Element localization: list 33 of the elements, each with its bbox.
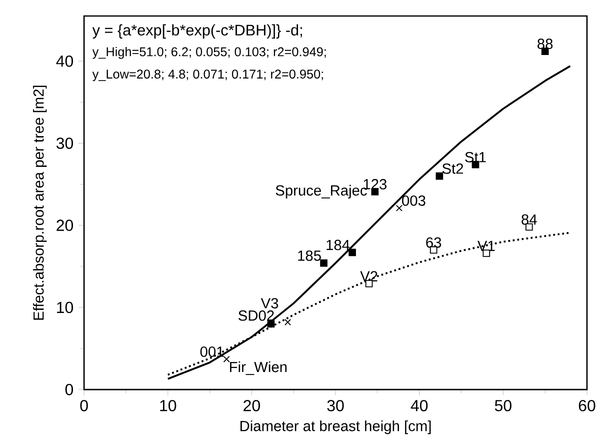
annotation: 88 <box>538 38 553 50</box>
point <box>436 172 444 180</box>
x-tick-label: 60 <box>578 400 596 412</box>
point <box>396 205 403 212</box>
annotation: y_Low=20.8; 4.8; 0.071; 0.171; r2=0.950; <box>92 70 323 82</box>
y-tick-label: 10 <box>57 302 74 314</box>
annotation: 185 <box>298 250 321 262</box>
x-axis-title: Diameter at breast heigh [cm] <box>240 420 431 434</box>
point <box>223 356 230 363</box>
annotation: y = {a*exp[-b*exp(-c*DBH)]} -d; <box>92 24 302 39</box>
y-tick-label: 20 <box>56 220 74 232</box>
x-tick-label: 50 <box>494 400 512 412</box>
annotation: 184 <box>326 240 350 250</box>
point <box>348 248 356 256</box>
line-series <box>166 65 572 380</box>
x-tick-label: 0 <box>80 400 88 412</box>
x-tick-label: 20 <box>244 400 260 412</box>
annotation: SD02 <box>238 310 274 321</box>
y-tick-label: 30 <box>56 138 74 150</box>
annotation: y_High=51.0; 6.2; 0.055; 0.103; r2=0.949; <box>92 47 326 59</box>
y-axis-title: Effect.absorp.root area per tree [m2] <box>33 86 47 320</box>
annotation: 003 <box>402 196 426 206</box>
point <box>320 260 328 267</box>
annotation: Fir_Wien <box>230 362 287 376</box>
annotation: St2 <box>442 164 464 174</box>
annotation: 84 <box>522 214 537 225</box>
x-tick-label: 40 <box>410 400 428 412</box>
x-tick-label: 10 <box>160 400 176 412</box>
y-tick-label: 0 <box>65 384 74 396</box>
y-tick-label: 40 <box>56 56 74 68</box>
point <box>284 319 292 326</box>
annotation: V3 <box>260 298 278 309</box>
x-tick-label: 30 <box>327 400 344 412</box>
